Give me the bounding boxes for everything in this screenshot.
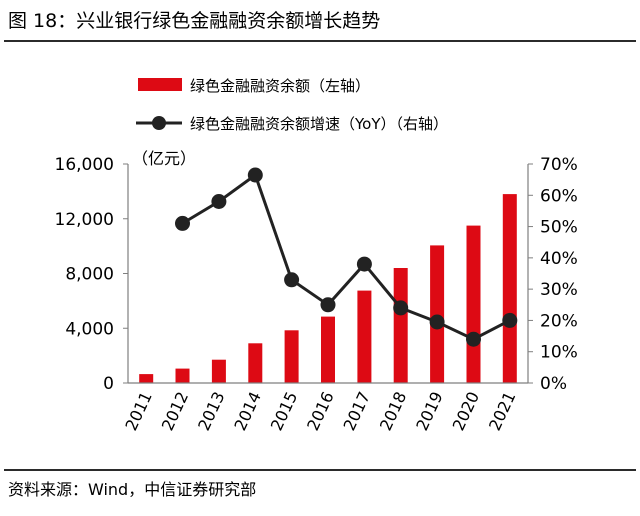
source-note: 资料来源：Wind，中信证券研究部 <box>8 480 257 499</box>
left-tick-label: 16,000 <box>55 155 114 175</box>
bar-2016 <box>321 316 335 383</box>
growth-point-2012 <box>175 215 190 231</box>
line-series <box>175 167 518 347</box>
figure-title: 图 18：兴业银行绿色金融融资余额增长趋势 <box>8 10 381 32</box>
legend-line-label: 绿色金融融资余额增速（YoY）（右轴） <box>190 115 448 133</box>
right-tick-label: 60% <box>540 186 578 206</box>
right-tick-label: 40% <box>540 249 578 269</box>
growth-point-2020 <box>466 331 481 347</box>
x-tick-label: 2013 <box>194 389 228 434</box>
x-tick-label: 2018 <box>376 389 410 434</box>
growth-point-2021 <box>502 312 518 328</box>
x-tick-label: 2021 <box>485 389 519 434</box>
left-tick-label: 0 <box>103 374 114 394</box>
bar-2014 <box>248 343 263 383</box>
legend-bar-label: 绿色金融融资余额（左轴） <box>190 77 370 95</box>
growth-point-2014 <box>247 167 263 183</box>
bar-2013 <box>211 359 226 383</box>
right-tick-label: 10% <box>540 343 578 363</box>
right-tick-label: 0% <box>540 374 567 394</box>
bar-2012 <box>175 368 190 383</box>
x-tick-label: 2014 <box>230 389 264 434</box>
growth-point-2018 <box>393 300 409 316</box>
right-tick-label: 30% <box>540 280 578 300</box>
bar-series <box>139 194 517 383</box>
growth-point-2016 <box>320 297 336 313</box>
legend-line-marker <box>152 116 166 130</box>
right-tick-label: 50% <box>540 218 578 238</box>
bar-2011 <box>139 374 154 383</box>
growth-point-2013 <box>211 194 227 209</box>
bar-2019 <box>430 245 445 383</box>
bar-2015 <box>284 330 299 383</box>
left-tick-label: 4,000 <box>65 319 114 339</box>
bar-2018 <box>393 268 408 383</box>
left-axis-ticks: 0 4,000 8,000 12,000 16,000 <box>55 155 128 394</box>
right-tick-label: 20% <box>540 311 578 331</box>
legend: 绿色金融融资余额（左轴） 绿色金融融资余额增速（YoY）（右轴） <box>136 77 448 133</box>
legend-bar-swatch <box>138 78 182 91</box>
x-tick-label: 2019 <box>412 389 446 434</box>
right-axis-ticks: 0% 10% 20% 30% 40% 50% 60% 70% <box>528 155 578 394</box>
growth-point-2017 <box>356 256 372 272</box>
x-tick-label: 2011 <box>121 389 155 434</box>
growth-line <box>181 172 511 341</box>
source-divider <box>4 469 636 471</box>
x-tick-label: 2015 <box>267 389 301 434</box>
right-tick-label: 70% <box>540 155 578 175</box>
x-tick-label: 2020 <box>449 389 483 434</box>
x-tick-label: 2017 <box>340 389 374 434</box>
x-tick-label: 2012 <box>158 389 192 434</box>
growth-point-2019 <box>429 314 445 330</box>
chart: 绿色金融融资余额（左轴） 绿色金融融资余额增速（YoY）（右轴） （亿元） 0 4… <box>55 77 578 434</box>
x-axis-ticks: 2011 2012 2013 2014 2015 2016 2017 2018 2019 2020… <box>121 389 519 434</box>
bar-2017 <box>357 290 372 383</box>
left-tick-label: 8,000 <box>65 265 114 285</box>
left-tick-label: 12,000 <box>55 210 114 230</box>
bar-2021 <box>502 194 517 383</box>
x-tick-label: 2016 <box>303 389 337 434</box>
title-divider <box>4 40 636 42</box>
growth-point-2015 <box>284 272 300 288</box>
bar-2020 <box>466 225 481 383</box>
left-axis-unit-label: （亿元） <box>132 149 196 168</box>
